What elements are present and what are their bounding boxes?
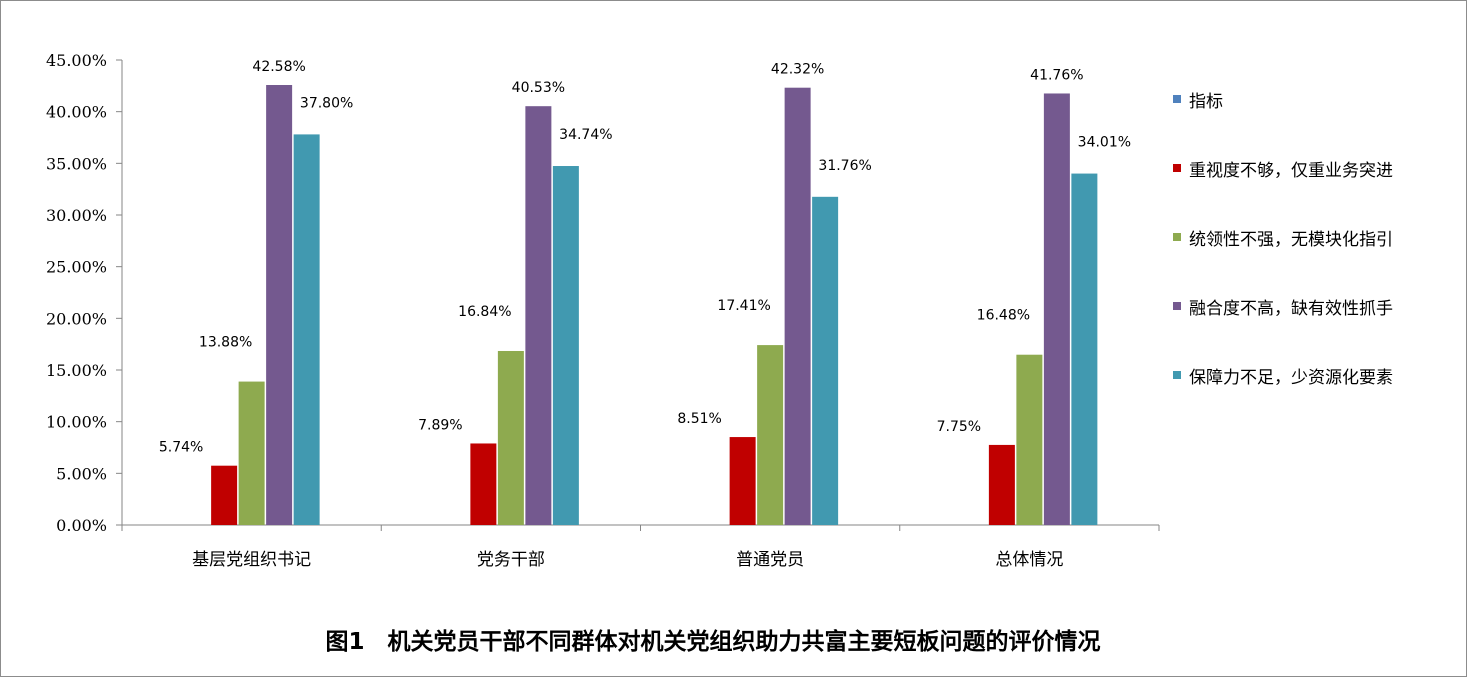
- bar: [1043, 93, 1070, 525]
- bar: [784, 87, 811, 526]
- y-tick-label: 20.00%: [46, 309, 107, 328]
- bar: [757, 345, 784, 525]
- category-labels: 基层党组织书记 党务干部 普通党员 总体情况: [192, 550, 1063, 570]
- data-label: 8.51%: [677, 411, 721, 427]
- y-tick-label: 5.00%: [56, 464, 107, 483]
- bar: [812, 196, 839, 525]
- y-tick-label: 0.00%: [56, 516, 107, 535]
- bar: [497, 350, 524, 525]
- y-tick-label: 40.00%: [46, 103, 107, 122]
- data-label: 42.32%: [771, 62, 824, 78]
- legend-swatch: [1173, 95, 1181, 103]
- data-label: 42.58%: [252, 59, 305, 75]
- y-tick-label: 35.00%: [46, 154, 107, 173]
- data-label: 41.76%: [1030, 67, 1083, 83]
- data-label: 7.89%: [418, 417, 462, 433]
- bar: [1016, 354, 1043, 525]
- legend: 指标重视度不够，仅重业务突进统领性不强，无模块化指引融合度不高，缺有效性抓手保障…: [1173, 92, 1393, 388]
- bar: [293, 134, 320, 525]
- bar: [470, 443, 497, 525]
- bars: [211, 85, 1098, 526]
- data-label: 34.01%: [1078, 135, 1131, 151]
- bar: [238, 381, 265, 525]
- y-tick-label: 45.00%: [46, 51, 107, 70]
- data-label: 37.80%: [300, 95, 353, 111]
- legend-label: 融合度不高，缺有效性抓手: [1189, 299, 1393, 319]
- category-label: 基层党组织书记: [192, 550, 311, 570]
- category-label: 普通党员: [736, 550, 804, 570]
- chart-title: 图1 机关党员干部不同群体对机关党组织助力共富主要短板问题的评价情况: [325, 628, 1100, 655]
- data-labels: 5.74% 13.88% 42.58% 37.80% 7.89% 16.84% 40.53%…: [159, 59, 1131, 456]
- data-label: 16.84%: [458, 304, 511, 320]
- data-label: 7.75%: [937, 419, 981, 435]
- bar: [525, 106, 552, 525]
- bar: [211, 465, 238, 525]
- legend-label: 指标: [1189, 92, 1223, 112]
- legend-label: 统领性不强，无模块化指引: [1189, 230, 1393, 250]
- bar: [552, 166, 579, 525]
- data-label: 34.74%: [559, 127, 612, 143]
- bar: [1071, 173, 1098, 525]
- bar: [266, 85, 293, 526]
- legend-swatch: [1173, 164, 1181, 172]
- legend-swatch: [1173, 302, 1181, 310]
- category-label: 党务干部: [477, 550, 545, 570]
- data-label: 17.41%: [717, 298, 770, 314]
- y-tick-label: 30.00%: [46, 206, 107, 225]
- legend-label: 重视度不够，仅重业务突进: [1189, 161, 1393, 181]
- data-label: 13.88%: [199, 335, 252, 351]
- data-label: 31.76%: [818, 158, 871, 174]
- y-axis-ticks: 0.00% 5.00% 10.00% 15.00% 20.00% 25.00% 30.00%…: [46, 51, 122, 535]
- bar: [988, 444, 1015, 525]
- data-label: 40.53%: [512, 80, 565, 96]
- data-label: 16.48%: [977, 308, 1030, 324]
- legend-swatch: [1173, 233, 1181, 241]
- category-label: 总体情况: [995, 550, 1063, 570]
- legend-label: 保障力不足，少资源化要素: [1189, 368, 1393, 388]
- y-tick-label: 10.00%: [46, 413, 107, 432]
- y-tick-label: 15.00%: [46, 361, 107, 380]
- bar: [729, 437, 756, 525]
- legend-swatch: [1173, 371, 1181, 379]
- y-tick-label: 25.00%: [46, 258, 107, 277]
- data-label: 5.74%: [159, 440, 203, 456]
